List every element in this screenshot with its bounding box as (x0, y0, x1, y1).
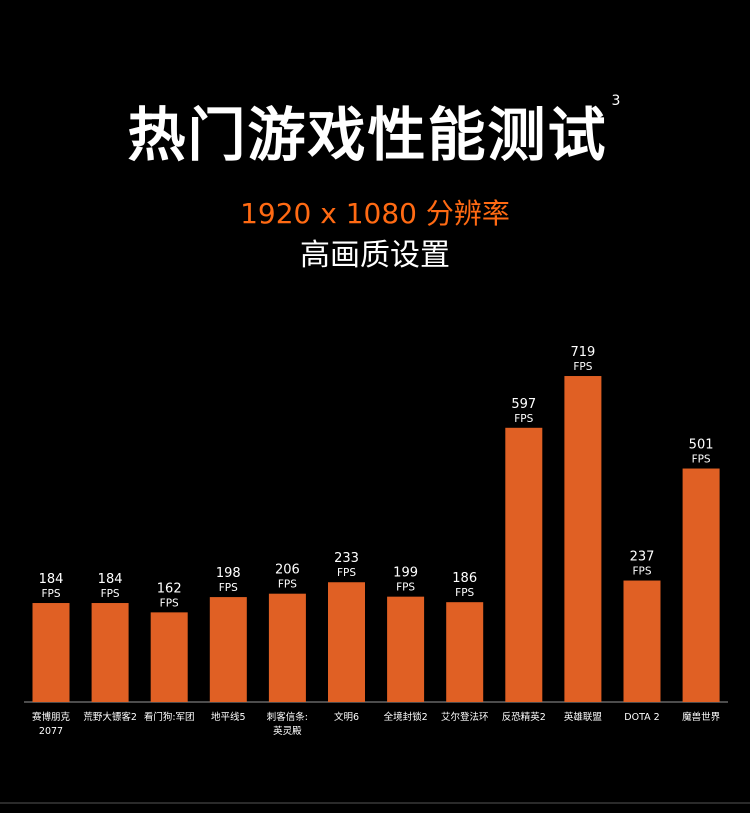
bar (328, 582, 365, 702)
bar (209, 597, 247, 702)
category-label: 反恐精英2 (502, 711, 546, 723)
value-label: 184 (39, 572, 64, 587)
value-label: 184 (98, 572, 123, 587)
value-label: 186 (452, 571, 477, 586)
value-label: 233 (334, 551, 359, 566)
category-label: 英雄联盟 (564, 711, 603, 723)
unit-label: FPS (455, 587, 474, 599)
value-label: 501 (689, 438, 714, 453)
category-label: 艾尔登法环 (441, 711, 489, 723)
quality-subtitle: 高画质设置 (300, 238, 450, 273)
bar (32, 603, 70, 702)
unit-label: FPS (514, 413, 533, 425)
value-label: 237 (630, 550, 655, 565)
footnote-marker: 3 (611, 92, 623, 109)
category-label: 全境封锁2 (384, 711, 428, 723)
category-label: DOTA 2 (624, 712, 659, 723)
category-label: 赛博朋克 (32, 711, 71, 723)
value-label: 198 (216, 566, 241, 581)
category-label: 英灵殿 (273, 725, 302, 737)
divider (0, 802, 750, 804)
category-label: 文明6 (334, 711, 359, 723)
unit-label: FPS (101, 588, 120, 600)
value-label: 597 (511, 397, 536, 412)
value-label: 719 (570, 345, 595, 360)
bar (268, 593, 306, 702)
bar (446, 602, 484, 702)
page-title: 热门游戏性能测试3 (0, 88, 750, 172)
unit-label: FPS (278, 579, 297, 591)
category-label: 2077 (39, 726, 63, 737)
bar (682, 468, 720, 702)
unit-label: FPS (337, 567, 356, 579)
value-label: 162 (157, 581, 182, 596)
value-label: 199 (393, 566, 418, 581)
category-label: 魔兽世界 (682, 711, 721, 723)
bar (387, 596, 425, 702)
unit-label: FPS (573, 361, 592, 373)
category-label: 荒野大镖客2 (83, 711, 137, 723)
title-text: 热门游戏性能测试 (127, 101, 608, 169)
bar (91, 603, 129, 702)
category-label: 看门狗:军团 (144, 711, 195, 723)
value-label: 206 (275, 563, 300, 578)
category-label: 地平线5 (211, 711, 246, 723)
unit-label: FPS (160, 597, 179, 609)
unit-label: FPS (396, 582, 415, 594)
resolution-subtitle: 1920 x 1080 分辨率 (240, 197, 510, 230)
bar (150, 612, 188, 702)
bar (505, 427, 543, 702)
bar (623, 580, 661, 702)
category-label: 刺客信条: (267, 711, 308, 723)
unit-label: FPS (219, 582, 238, 594)
unit-label: FPS (632, 566, 651, 578)
bar (564, 376, 602, 702)
unit-label: FPS (692, 454, 711, 466)
unit-label: FPS (41, 588, 60, 600)
